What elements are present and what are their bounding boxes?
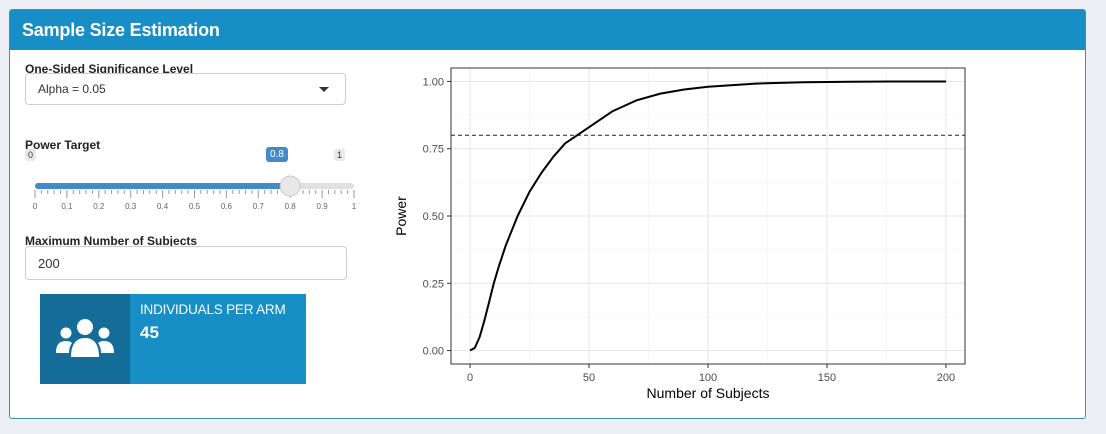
power-chart: 0.00 0.25 0.50 0.75 1.00 0 50 100 150 200 Number o… bbox=[393, 67, 966, 401]
slider-tick-label: 0.1 bbox=[61, 202, 73, 211]
slider-handle[interactable] bbox=[279, 175, 301, 197]
x-tick-label: 200 bbox=[937, 372, 955, 384]
y-axis-title: Power bbox=[393, 196, 409, 236]
x-tick-label: 100 bbox=[699, 372, 717, 384]
slider-tick-label: 0.8 bbox=[285, 202, 297, 211]
power-curve bbox=[469, 80, 946, 352]
x-tick-label: 0 bbox=[467, 372, 473, 384]
slider-min-label: 0 bbox=[25, 149, 37, 161]
users-icon bbox=[40, 294, 130, 384]
result-info-box: INDIVIDUALS PER ARM 45 bbox=[40, 294, 306, 384]
x-tick-label: 150 bbox=[818, 372, 836, 384]
power-slider[interactable]: 0 0.1 0.2 0.3 0.4 0.5 0.6 0.7 0.8 0.9 1 bbox=[24, 163, 364, 218]
y-tick-label: 1.00 bbox=[423, 76, 444, 88]
slider-tick-label: 1 bbox=[352, 202, 357, 211]
alpha-selected-value: Alpha = 0.05 bbox=[38, 82, 106, 96]
power-label: Power Target bbox=[25, 138, 101, 152]
y-tick-label: 0.50 bbox=[423, 211, 444, 223]
slider-tick-label: 0.6 bbox=[221, 202, 233, 211]
box-header: Sample Size Estimation bbox=[10, 10, 1085, 50]
result-number: 45 bbox=[140, 323, 159, 342]
slider-max-label: 1 bbox=[334, 149, 346, 161]
y-tick-label: 0.75 bbox=[423, 144, 444, 156]
chevron-down-icon bbox=[319, 87, 329, 92]
alpha-label: One-Sided Significance Level bbox=[25, 62, 194, 76]
slider-value-badge: 0.8 bbox=[266, 147, 288, 162]
slider-tick-label: 0.7 bbox=[253, 202, 265, 211]
x-tick-label: 50 bbox=[583, 372, 595, 384]
max-subjects-label: Maximum Number of Subjects bbox=[25, 234, 198, 248]
box-title: Sample Size Estimation bbox=[22, 19, 220, 40]
max-subjects-value: 200 bbox=[38, 255, 60, 271]
slider-tick-label: 0.4 bbox=[157, 202, 169, 211]
slider-tick-label: 0.5 bbox=[189, 202, 201, 211]
slider-tick-label: 0 bbox=[33, 202, 38, 211]
slider-fill bbox=[35, 183, 291, 189]
result-label: INDIVIDUALS PER ARM bbox=[140, 302, 286, 317]
slider-tick-label: 0.3 bbox=[125, 202, 137, 211]
x-axis-title: Number of Subjects bbox=[647, 385, 770, 401]
y-tick-label: 0.25 bbox=[423, 278, 444, 290]
y-tick-label: 0.00 bbox=[423, 346, 444, 358]
slider-tick-label: 0.2 bbox=[93, 202, 105, 211]
slider-tick-label: 0.9 bbox=[317, 202, 329, 211]
alpha-select[interactable]: Alpha = 0.05 bbox=[25, 73, 346, 105]
max-subjects-input[interactable]: 200 bbox=[25, 246, 347, 280]
